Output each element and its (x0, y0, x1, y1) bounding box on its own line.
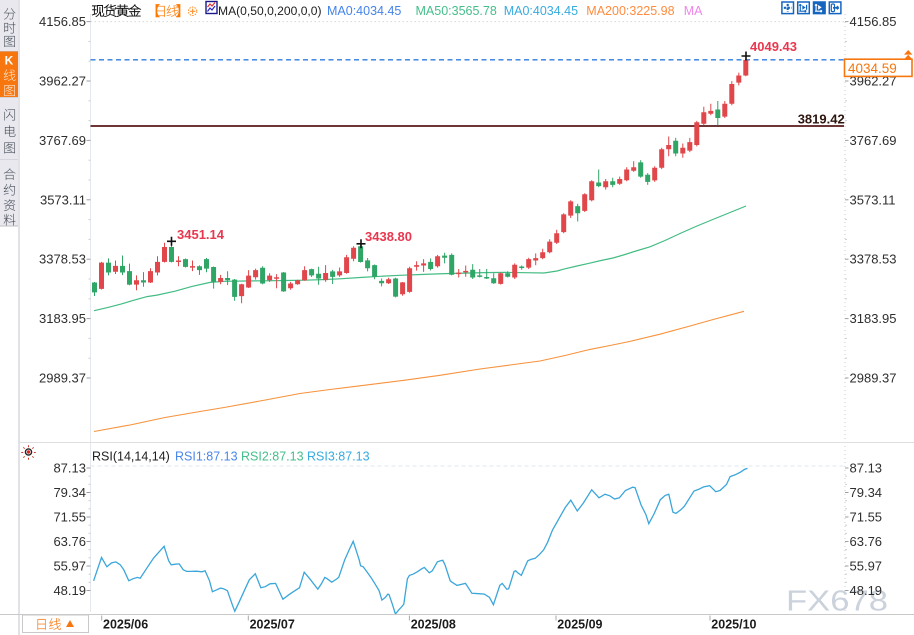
svg-text:71.55: 71.55 (53, 510, 86, 525)
svg-text:3183.95: 3183.95 (850, 311, 897, 326)
svg-text:RSI(14,14,14): RSI(14,14,14) (92, 450, 170, 464)
svg-text:MA0:4034.45: MA0:4034.45 (504, 4, 578, 18)
svg-text:RSI3:87.13: RSI3:87.13 (307, 450, 370, 464)
svg-text:3378.53: 3378.53 (850, 252, 897, 267)
svg-text:4049.43: 4049.43 (750, 39, 797, 54)
svg-text:87.13: 87.13 (850, 461, 883, 476)
svg-text:2025/07: 2025/07 (250, 618, 295, 632)
svg-text:4034.59: 4034.59 (848, 61, 897, 76)
svg-text:FX678: FX678 (786, 586, 888, 618)
svg-text:2025/10: 2025/10 (711, 618, 756, 632)
svg-text:MA: MA (684, 4, 703, 18)
svg-text:MA50:3565.78: MA50:3565.78 (416, 4, 497, 18)
svg-text:3183.95: 3183.95 (39, 311, 86, 326)
svg-text:48.19: 48.19 (53, 583, 86, 598)
svg-text:K: K (5, 54, 14, 68)
svg-text:2025/06: 2025/06 (103, 618, 148, 632)
svg-text:79.34: 79.34 (850, 485, 883, 500)
svg-text:3573.11: 3573.11 (850, 192, 896, 207)
svg-text:3451.14: 3451.14 (177, 227, 225, 242)
svg-text:48.19: 48.19 (850, 583, 883, 598)
svg-text:87.13: 87.13 (53, 461, 86, 476)
svg-text:MA200:3225.98: MA200:3225.98 (586, 4, 674, 18)
svg-text:63.76: 63.76 (850, 534, 883, 549)
svg-text:3962.27: 3962.27 (850, 74, 897, 89)
svg-text:MA(0,50,0,200,0,0): MA(0,50,0,200,0,0) (218, 4, 322, 18)
svg-text:3819.42: 3819.42 (798, 111, 845, 126)
svg-text:4156.85: 4156.85 (39, 14, 86, 29)
svg-text:2025/08: 2025/08 (411, 618, 456, 632)
svg-text:55.97: 55.97 (53, 559, 86, 574)
svg-text:4156.85: 4156.85 (850, 14, 897, 29)
svg-text:3767.69: 3767.69 (850, 133, 897, 148)
svg-text:RSI2:87.13: RSI2:87.13 (241, 450, 304, 464)
svg-text:2025/09: 2025/09 (557, 618, 602, 632)
svg-text:MA0:4034.45: MA0:4034.45 (327, 4, 401, 18)
svg-text:63.76: 63.76 (53, 534, 86, 549)
svg-text:71.55: 71.55 (850, 510, 883, 525)
svg-text:79.34: 79.34 (53, 485, 86, 500)
svg-text:55.97: 55.97 (850, 559, 883, 574)
svg-text:RSI1:87.13: RSI1:87.13 (175, 450, 238, 464)
svg-text:3573.11: 3573.11 (40, 192, 86, 207)
svg-text:3438.80: 3438.80 (365, 229, 412, 244)
svg-text:2989.37: 2989.37 (850, 371, 897, 386)
svg-text:3767.69: 3767.69 (39, 133, 86, 148)
svg-text:2989.37: 2989.37 (39, 371, 86, 386)
svg-text:3962.27: 3962.27 (39, 74, 86, 89)
svg-text:3378.53: 3378.53 (39, 252, 86, 267)
